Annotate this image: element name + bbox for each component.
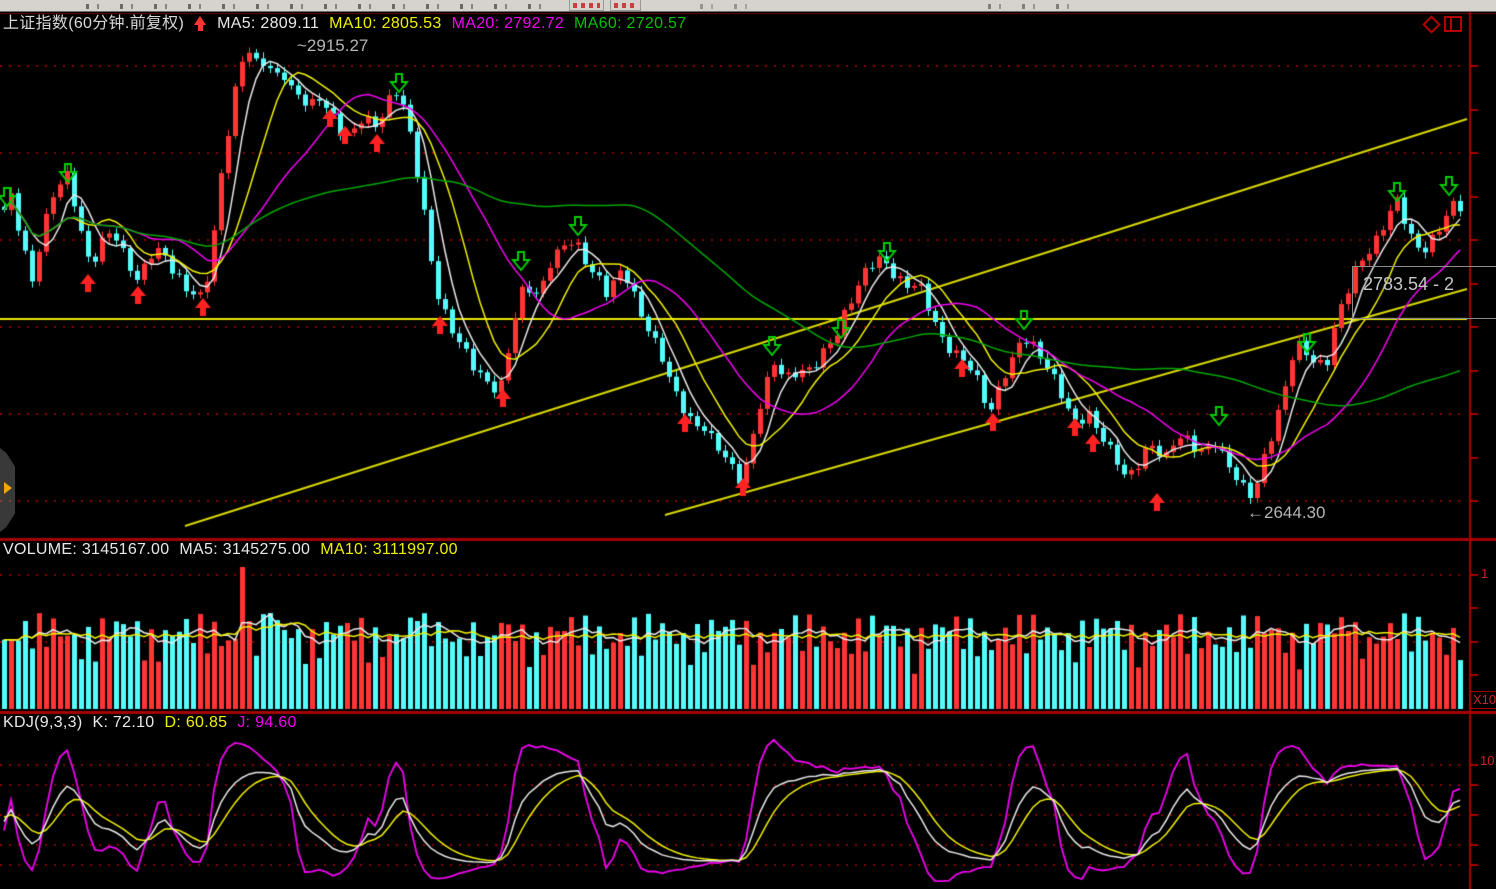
volume-multiplier-label: X10: [1469, 691, 1496, 709]
expand-arrow-icon: [4, 482, 12, 494]
kdj-pane-header: KDJ(9,3,3) K: 72.10 D: 60.85 J: 94.60: [3, 714, 297, 731]
menu-text-stubs: [86, 4, 556, 9]
ma60-value: MA60: 2720.57: [574, 15, 687, 32]
menu-bar[interactable]: [0, 0, 1496, 12]
menu-text-stubs: [700, 4, 760, 9]
volume-pane-header: VOLUME: 3145167.00 MA5: 3145275.00 MA10:…: [3, 541, 458, 558]
main-pane-header: 上证指数(60分钟.前复权) MA5: 2809.11 MA10: 2805.5…: [3, 15, 686, 32]
ma10-value: MA10: 2805.53: [329, 15, 442, 32]
kdj-title: KDJ(9,3,3): [3, 714, 83, 731]
volume-value: VOLUME: 3145167.00: [3, 541, 170, 558]
symbol-title: 上证指数(60分钟.前复权): [3, 15, 185, 32]
volume-ma5-value: MA5: 3145275.00: [179, 541, 311, 558]
up-arrow-icon: [194, 16, 207, 31]
menu-button-red[interactable]: [569, 0, 604, 11]
swing-low-annotation: ←2644.30: [1247, 503, 1326, 522]
ma5-value: MA5: 2809.11: [217, 15, 320, 32]
kdj-j-value: J: 94.60: [237, 714, 297, 731]
split-window-icon[interactable]: [1444, 16, 1462, 32]
menu-button-red[interactable]: [610, 0, 641, 11]
kdj-axis-label-fragment: 10: [1480, 753, 1495, 768]
volume-ma10-value: MA10: 3111997.00: [320, 541, 458, 558]
swing-high-annotation: ~2915.27: [297, 36, 369, 55]
kdj-d-value: D: 60.85: [164, 714, 228, 731]
volume-axis-label-fragment: 1: [1481, 566, 1489, 581]
kdj-k-value: K: 72.10: [92, 714, 155, 731]
ma20-value: MA20: 2792.72: [451, 15, 565, 32]
menu-text-stubs: [988, 4, 1084, 9]
price-callout-box: 2783.54 - 2: [1352, 266, 1496, 319]
sidebar-expand-handle[interactable]: [0, 448, 15, 532]
